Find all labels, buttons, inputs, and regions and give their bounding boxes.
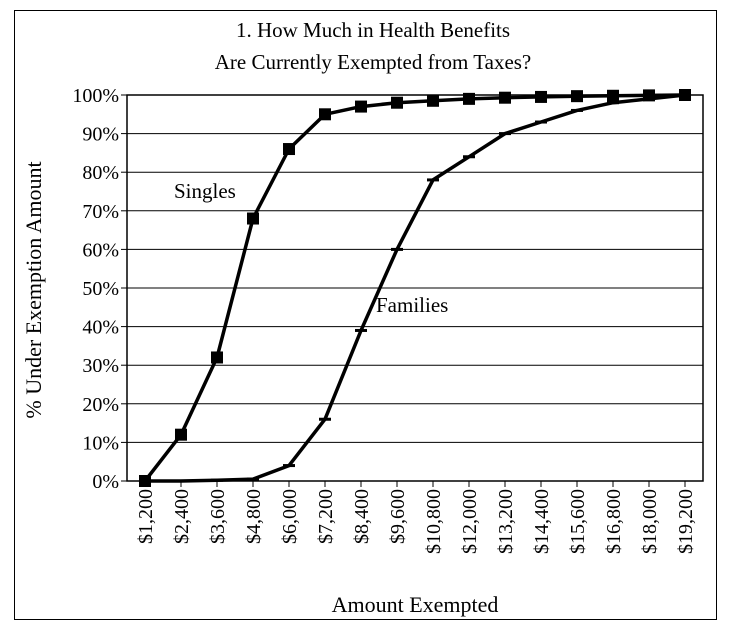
gridlines [127, 94, 703, 482]
x-tick-label: $19,200 [675, 489, 697, 554]
x-tick-label: $12,000 [459, 489, 481, 554]
data-point-marker [607, 89, 619, 102]
y-tick-label: 100% [72, 85, 119, 107]
data-point-marker [571, 90, 583, 103]
series-families [139, 93, 691, 483]
y-tick-label: 0% [92, 471, 119, 493]
y-tick-label: 50% [82, 278, 119, 300]
y-tick-label: 30% [82, 355, 119, 377]
data-point-marker [283, 143, 295, 156]
data-point-marker [499, 91, 511, 104]
y-tick-label: 80% [82, 162, 119, 184]
data-point-marker [463, 92, 475, 105]
data-point-marker [211, 351, 223, 364]
chart-title: 1. How Much in Health Benefits [236, 18, 510, 42]
series-line [145, 93, 686, 483]
x-axis-ticks: $1,200 $2,400 $3,600 $4,800 $6,000 $7,200 $8,4… [135, 481, 697, 554]
x-tick-label: $6,000 [279, 489, 301, 544]
data-point-marker [355, 100, 367, 113]
x-tick-label: $16,800 [603, 489, 625, 554]
x-tick-label: $13,200 [495, 489, 517, 554]
series-label-families: Families [376, 293, 448, 317]
x-tick-label: $3,600 [207, 489, 229, 544]
y-tick-label: 60% [82, 239, 119, 261]
x-tick-label: $7,200 [315, 489, 337, 544]
y-tick-label: 70% [82, 201, 119, 223]
y-tick-label: 20% [82, 394, 119, 416]
y-axis-label: % Under Exemption Amount [21, 161, 46, 418]
data-point-marker [427, 94, 439, 107]
x-tick-label: $14,400 [531, 489, 553, 554]
y-tick-label: 40% [82, 317, 119, 339]
y-axis-ticks: 0% 10% 20% 30% 40% 50% 60% 70% 80% 90% 100% [72, 85, 127, 493]
x-tick-label: $8,400 [351, 489, 373, 544]
data-point-marker [535, 90, 547, 103]
chart-subtitle: Are Currently Exempted from Taxes? [215, 50, 532, 74]
series-label-singles: Singles [174, 179, 236, 203]
y-tick-label: 10% [82, 432, 119, 454]
x-tick-label: $2,400 [171, 489, 193, 544]
x-tick-label: $4,800 [243, 489, 265, 544]
x-tick-label: $1,200 [135, 489, 157, 544]
x-tick-label: $10,800 [423, 489, 445, 554]
y-tick-label: 90% [82, 124, 119, 146]
series-group [139, 89, 691, 487]
data-point-marker [319, 108, 331, 121]
data-point-marker [391, 96, 403, 109]
x-tick-label: $15,600 [567, 489, 589, 554]
data-point-marker [175, 428, 187, 441]
x-axis-label: Amount Exempted [332, 592, 499, 617]
x-tick-label: $9,600 [387, 489, 409, 544]
series-line [143, 93, 686, 483]
x-tick-label: $18,000 [639, 489, 661, 554]
data-point-marker [247, 212, 259, 225]
